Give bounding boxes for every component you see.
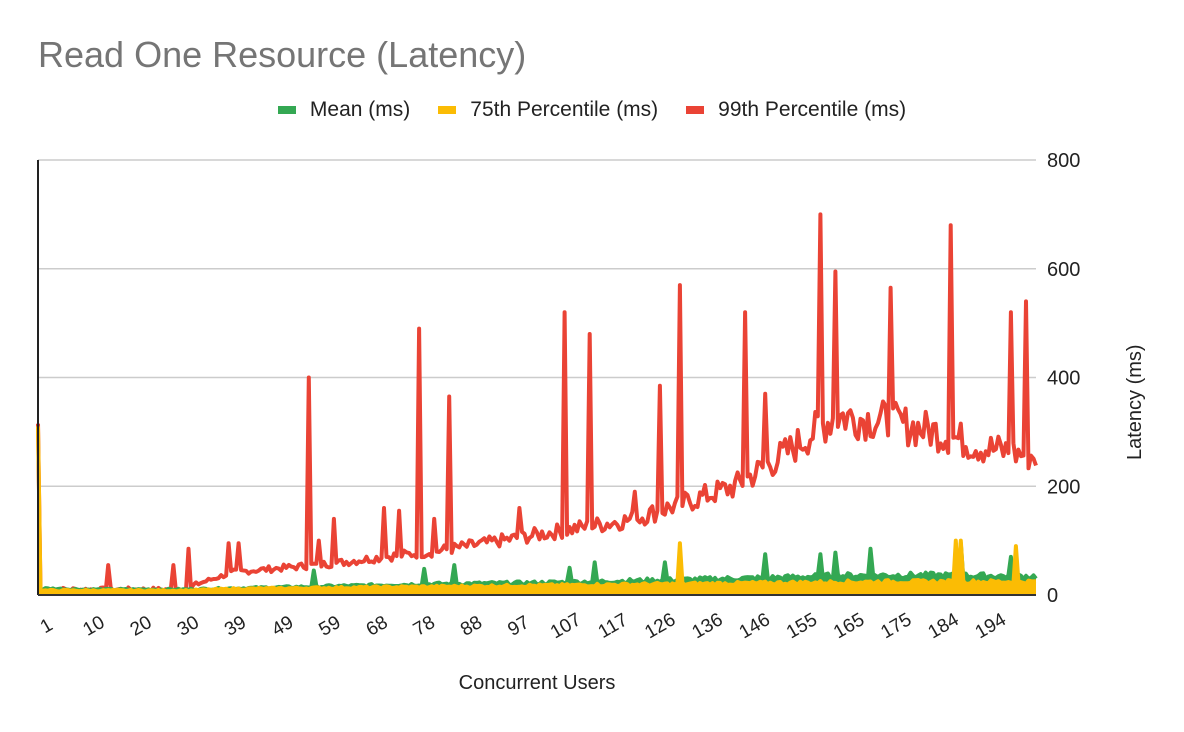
y-tick-label: 200 (1047, 476, 1080, 498)
x-tick-label: 68 (363, 612, 392, 641)
x-tick-label: 39 (221, 612, 250, 641)
legend: Mean (ms) 75th Percentile (ms) 99th Perc… (0, 98, 1184, 122)
series-area-0 (38, 543, 1036, 595)
series-layer (36, 212, 1038, 595)
y-axis-ticks: 0 200 400 600 800 (1047, 150, 1080, 607)
x-tick-label: 117 (595, 610, 632, 643)
x-axis-title: Concurrent Users (458, 672, 616, 694)
x-tick-label: 136 (689, 609, 727, 643)
x-tick-label: 49 (268, 612, 297, 641)
gridlines (38, 159, 1036, 487)
x-tick-label: 126 (641, 609, 679, 643)
x-tick-label: 97 (504, 612, 533, 641)
x-tick-label: 155 (783, 609, 821, 643)
x-tick-label: 175 (877, 609, 915, 643)
x-tick-label: 107 (547, 609, 585, 643)
axes (37, 160, 1036, 596)
legend-swatch-mean-icon (277, 106, 296, 114)
legend-item-p99[interactable]: 99th Percentile (ms) (686, 98, 906, 122)
x-tick-label: 1 (37, 615, 57, 638)
x-tick-label: 59 (316, 612, 345, 641)
x-tick-label: 194 (972, 609, 1010, 643)
series-line-2 (36, 212, 1038, 594)
legend-label-mean: Mean (ms) (309, 98, 411, 121)
y-tick-label: 600 (1047, 259, 1080, 281)
legend-swatch-p99-icon (686, 106, 705, 114)
x-tick-label: 20 (127, 612, 156, 641)
x-tick-label: 88 (457, 612, 486, 641)
x-tick-label: 146 (736, 609, 774, 643)
legend-label-p99: 99th Percentile (ms) (718, 98, 907, 121)
x-tick-label: 184 (925, 609, 963, 643)
y-tick-label: 0 (1047, 585, 1058, 607)
legend-label-p75: 75th Percentile (ms) (470, 98, 659, 121)
chart-title: Read One Resource (Latency) (38, 34, 527, 75)
x-tick-label: 10 (80, 612, 109, 641)
legend-swatch-p75-icon (438, 106, 457, 114)
y-tick-label: 800 (1047, 150, 1080, 172)
y-axis-title: Latency (ms) (1124, 344, 1146, 460)
y-tick-label: 400 (1047, 368, 1080, 390)
x-axis-ticks: 1 10 20 30 39 49 59 68 78 88 97 107 117 126 136 146 155 1… (37, 609, 1010, 643)
x-tick-label: 30 (174, 612, 203, 641)
x-tick-label: 165 (830, 609, 868, 643)
series-line-1 (36, 426, 1037, 594)
legend-item-mean[interactable]: Mean (ms) (277, 98, 411, 122)
legend-item-p75[interactable]: 75th Percentile (ms) (438, 98, 658, 122)
x-tick-label: 78 (410, 612, 439, 641)
